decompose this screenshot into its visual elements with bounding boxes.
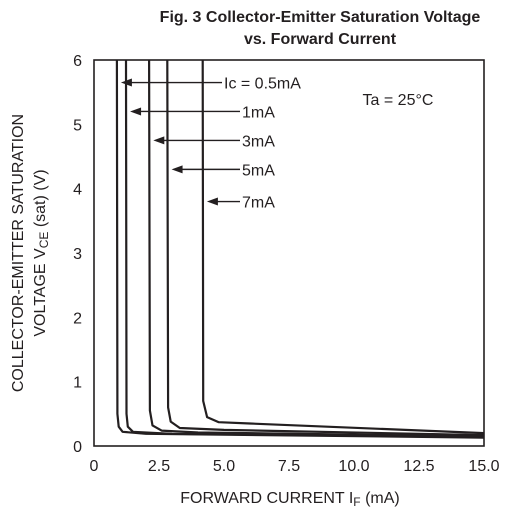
series-label-1: Ic = 0.5mA	[224, 76, 301, 93]
plot-frame	[93, 59, 485, 447]
x-tick-label-1: 2.5	[148, 458, 170, 475]
x-tick-label-4: 10.0	[338, 458, 369, 475]
y-tick-label-2: 2	[73, 310, 82, 327]
y-axis-label-line1: COLLECTOR-EMITTER SATURATION	[10, 114, 27, 392]
x-axis-ticks: 0 2.5 5.0 7.5 10.0 12.5 15.0	[90, 458, 500, 475]
y-tick-label-1: 1	[73, 375, 82, 392]
x-tick-label-6: 15.0	[468, 458, 499, 475]
series-label-arrow-1	[120, 78, 132, 87]
chart-title-line2: vs. Forward Current	[244, 31, 397, 48]
series-line-4	[166, 59, 485, 437]
y-tick-label-3: 3	[73, 246, 82, 263]
condition-label: Ta = 25°C	[363, 92, 434, 109]
y-tick-label-4: 4	[73, 182, 82, 199]
series-curves	[115, 59, 485, 439]
y-tick-label-5: 5	[73, 117, 82, 134]
series-line-3	[148, 59, 485, 438]
y-tick-label-0: 0	[73, 439, 82, 456]
series-line-5	[201, 59, 485, 435]
y-tick-label-6: 6	[73, 53, 82, 70]
x-tick-label-3: 7.5	[278, 458, 300, 475]
series-label-arrow-3	[153, 136, 165, 145]
series-line-2	[124, 59, 485, 439]
series-label-arrow-5	[206, 197, 218, 206]
y-axis-label-line2: VOLTAGE VCE (sat) (V)	[32, 169, 51, 336]
y-axis-label: COLLECTOR-EMITTER SATURATION VOLTAGE VCE…	[10, 114, 51, 392]
series-label-2: 1mA	[242, 104, 275, 121]
series-label-5: 7mA	[242, 195, 275, 212]
x-tick-label-5: 12.5	[403, 458, 434, 475]
series-label-3: 3mA	[242, 133, 275, 150]
x-tick-label-0: 0	[90, 458, 99, 475]
x-axis-label: FORWARD CURRENT IF (mA)	[180, 490, 400, 509]
series-label-arrow-2	[130, 107, 142, 116]
series-label-arrow-4	[171, 165, 183, 174]
y-axis-ticks: 0 1 2 3 4 5 6	[73, 53, 82, 456]
chart-title-line1: Fig. 3 Collector-Emitter Saturation Volt…	[160, 9, 481, 26]
series-labels: Ic = 0.5mA 1mA 3mA 5mA 7mA	[120, 76, 301, 212]
x-tick-label-2: 5.0	[213, 458, 235, 475]
series-label-4: 5mA	[242, 162, 275, 179]
